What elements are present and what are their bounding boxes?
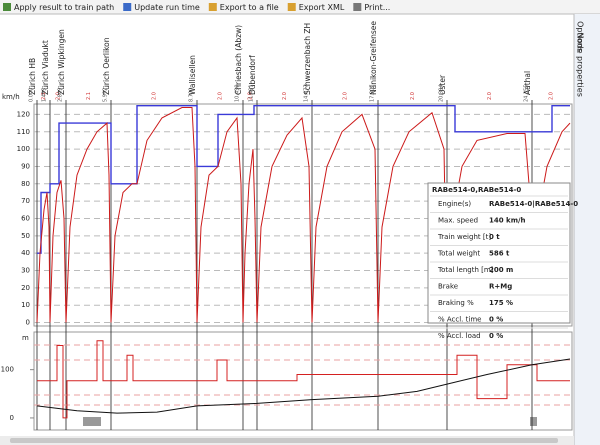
station-name: Chriesbach (Abzw) xyxy=(234,25,243,95)
toolbar-button[interactable]: Print... xyxy=(364,3,390,12)
scroll-thumb[interactable] xyxy=(10,438,558,443)
tooltip-value: 140 km/h xyxy=(489,217,526,225)
y-tick-label: 60 xyxy=(21,214,30,222)
tooltip-key: Brake xyxy=(438,283,458,291)
station-name: Zürich Viadukt xyxy=(41,40,50,95)
tooltip-value: 0 t xyxy=(489,233,500,241)
station-km: 17.307 xyxy=(370,85,376,103)
tooltip-key: Max. speed xyxy=(438,217,478,225)
y-unit: m xyxy=(22,334,29,342)
tooltip-key: Train weight [t] xyxy=(437,233,491,241)
station-km: 24.355 xyxy=(524,85,530,103)
station-km: 20.394 xyxy=(439,85,445,103)
station-km: 2.849 xyxy=(58,88,64,102)
station-name: Nänikon-Greifensee xyxy=(369,21,378,95)
station-km: 0.000 xyxy=(29,88,35,102)
y-tick-label: 0 xyxy=(26,319,30,327)
y-tick-label: 100 xyxy=(17,145,30,153)
tooltip-title: RABe514-0,RABe514-0 xyxy=(432,186,521,194)
segment-label: 2.0 xyxy=(282,92,288,100)
station-km: 8.700 xyxy=(189,88,195,102)
tooltip-value: R+Mg xyxy=(489,283,512,291)
tooltip-value: 586 t xyxy=(489,250,510,258)
side-tab[interactable]: Node properties xyxy=(576,33,585,97)
toolbar-button[interactable]: Export XML xyxy=(299,3,345,12)
segment-label: 2.1 xyxy=(86,92,92,100)
station-km: 14.677 xyxy=(304,85,310,103)
toolbar-button[interactable]: Update run time xyxy=(134,3,200,12)
y-tick-label: 50 xyxy=(21,232,30,240)
station-km: 11.491 xyxy=(249,85,255,103)
segment-label: 2.0 xyxy=(487,92,493,100)
y-tick-label: 10 xyxy=(21,301,30,309)
tooltip-value: RABe514-0|RABe514-0 xyxy=(489,200,578,209)
y-tick-label: 100 xyxy=(1,366,14,374)
station-name: Schwerzenbach ZH xyxy=(303,23,312,95)
toolbar-button[interactable]: Export to a file xyxy=(220,3,279,12)
station-km: 5.992 xyxy=(103,88,109,102)
tooltip-value: 0 % xyxy=(489,316,503,324)
toolbar-icon[interactable] xyxy=(209,3,217,11)
tooltip: RABe514-0,RABe514-0 Engine(s) RABe514-0|RA… xyxy=(428,183,578,340)
y-unit: km/h xyxy=(2,93,20,101)
segment-label: 2.0 xyxy=(218,92,224,100)
tunnel xyxy=(83,417,101,426)
toolbar-icon[interactable] xyxy=(123,3,131,11)
station-name: Zürich Oerlikon xyxy=(102,37,111,95)
tooltip-key: Braking % xyxy=(438,299,474,307)
y-tick-label: 80 xyxy=(21,180,30,188)
segment-label: 2.0 xyxy=(549,92,555,100)
segment-label: 2.0 xyxy=(343,92,349,100)
station-km: 10.439 xyxy=(235,85,241,103)
toolbar-icon[interactable] xyxy=(3,3,11,11)
y-tick-label: 20 xyxy=(21,284,30,292)
tooltip-key: Total length [m] xyxy=(437,266,494,274)
tooltip-key: Total weight xyxy=(437,250,480,258)
segment-label: 2.0 xyxy=(410,92,416,100)
y-tick-label: 40 xyxy=(21,249,30,257)
y-tick-label: 70 xyxy=(21,197,30,205)
toolbar-icon[interactable] xyxy=(288,3,296,11)
y-tick-label: 0 xyxy=(10,414,14,422)
tooltip-value: 175 % xyxy=(489,299,513,307)
toolbar-button[interactable]: Apply result to train path xyxy=(14,3,114,12)
tooltip-key: % Accl. time xyxy=(438,316,481,324)
y-tick-label: 30 xyxy=(21,267,30,275)
tooltip-key: Engine(s) xyxy=(438,200,471,208)
segment-label: 2.0 xyxy=(152,92,158,100)
toolbar-icon[interactable] xyxy=(353,3,361,11)
y-tick-label: 120 xyxy=(17,110,30,118)
tunnel xyxy=(530,417,537,426)
y-tick-label: 90 xyxy=(21,162,30,170)
series-line xyxy=(37,341,570,418)
station-name: Zürich Wipkingen xyxy=(57,29,66,95)
tooltip-value: 200 m xyxy=(489,266,513,274)
tooltip-key: % Accl. load xyxy=(438,332,481,340)
station-km: 1.495 xyxy=(42,88,48,102)
y-tick-label: 110 xyxy=(17,128,30,136)
tooltip-value: 0 % xyxy=(489,332,503,340)
